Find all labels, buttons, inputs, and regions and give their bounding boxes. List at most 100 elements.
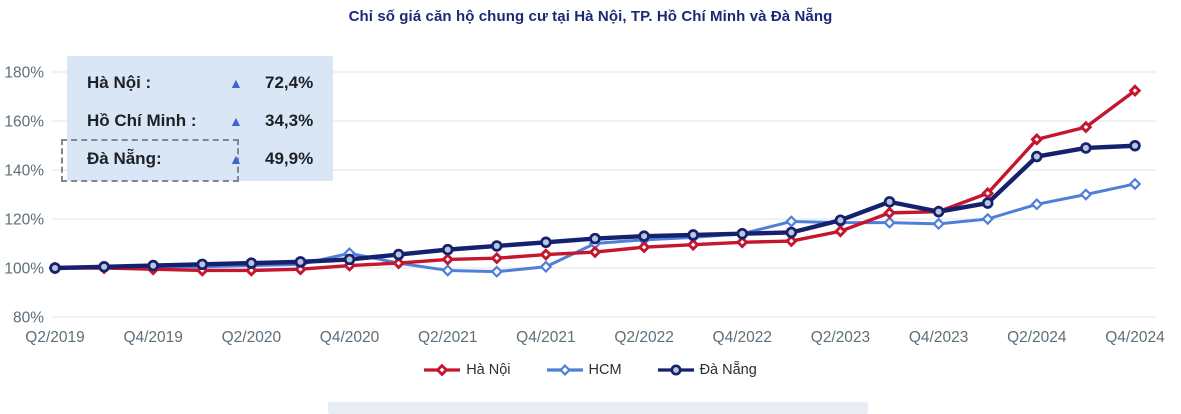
- data-point-marker: [883, 206, 896, 220]
- data-point-marker: [736, 227, 749, 240]
- data-point-marker: [1079, 188, 1093, 201]
- y-tick-label: 140%: [4, 163, 44, 180]
- x-tick-label: Q2/2023: [811, 329, 870, 346]
- data-point-marker: [294, 256, 307, 268]
- data-point-marker: [491, 240, 503, 252]
- stat-row-hanoi: Hà Nội : ▲ 72,4%: [87, 66, 333, 99]
- data-point-marker: [834, 224, 847, 238]
- data-point-marker: [735, 235, 749, 249]
- data-point-marker: [834, 214, 847, 226]
- data-point-marker: [147, 259, 159, 272]
- chart-legend: Hà Nội HCM Đà Nẵng: [0, 362, 1181, 378]
- data-point-marker: [932, 205, 945, 218]
- x-tick-label: Q4/2023: [909, 329, 968, 346]
- y-tick-label: 180%: [4, 65, 44, 82]
- data-point-marker: [784, 234, 798, 248]
- data-point-marker: [1128, 177, 1142, 191]
- data-point-marker: [883, 216, 896, 229]
- x-tick-label: Q4/2020: [320, 329, 380, 346]
- data-point-marker: [1128, 84, 1142, 97]
- stat-value: 72,4%: [265, 72, 314, 92]
- data-point-marker: [1030, 198, 1044, 211]
- stat-value: 34,3%: [265, 110, 314, 130]
- stat-row-danang: Đà Nẵng: ▲ 49,9%: [87, 142, 333, 175]
- data-point-marker: [638, 230, 650, 242]
- data-point-marker: [686, 238, 700, 252]
- stat-label: Hồ Chí Minh :: [87, 110, 197, 130]
- data-point-marker: [435, 363, 449, 377]
- data-point-marker: [539, 260, 553, 274]
- series-hcm: [48, 177, 1142, 278]
- legend-label: Hà Nội: [466, 362, 511, 378]
- legend-item-danang: Đà Nẵng: [657, 362, 757, 378]
- data-point-marker: [1080, 142, 1092, 154]
- data-point-marker: [1030, 133, 1044, 146]
- x-tick-label: Q4/2021: [516, 329, 575, 346]
- x-tick-label: Q2/2019: [25, 329, 84, 346]
- data-point-marker: [245, 264, 258, 277]
- x-tick-label: Q4/2019: [123, 329, 182, 346]
- series-danang: [49, 139, 1141, 274]
- data-point-marker: [589, 232, 601, 245]
- triangle-up-icon: ▲: [229, 74, 243, 91]
- data-point-marker: [441, 253, 455, 266]
- data-point-marker: [49, 262, 61, 274]
- legend-item-hanoi: Hà Nội: [424, 362, 511, 378]
- y-tick-label: 120%: [4, 212, 44, 229]
- data-point-marker: [637, 240, 651, 254]
- page-title: Chỉ số giá căn hộ chung cư tại Hà Nội, T…: [348, 8, 833, 25]
- x-tick-label: Q2/2020: [222, 329, 282, 346]
- data-point-marker: [588, 245, 602, 259]
- stat-label: Đà Nẵng:: [87, 148, 162, 168]
- data-point-marker: [392, 256, 405, 270]
- y-tick-label: 80%: [13, 310, 44, 327]
- data-point-marker: [670, 364, 682, 376]
- data-point-marker: [981, 197, 994, 209]
- bottom-edge-artifact: [328, 402, 868, 414]
- data-point-marker: [558, 364, 571, 376]
- data-point-marker: [441, 264, 454, 277]
- stat-label: Hà Nội :: [87, 72, 152, 92]
- triangle-up-icon: ▲: [229, 150, 243, 167]
- stat-value: 49,9%: [265, 148, 314, 168]
- legend-item-hcm: HCM: [546, 362, 622, 378]
- x-axis: Q2/2019 Q4/2019 Q2/2020 Q4/2020 Q2/2021 Q4/20…: [25, 329, 1165, 346]
- data-point-marker: [441, 243, 454, 256]
- legend-line-marker-icon: [424, 363, 461, 377]
- triangle-up-icon: ▲: [229, 112, 243, 129]
- data-point-marker: [687, 229, 699, 241]
- data-point-marker: [196, 258, 209, 271]
- x-tick-label: Q2/2022: [614, 329, 673, 346]
- data-point-marker: [785, 226, 798, 239]
- x-tick-label: Q2/2024: [1007, 329, 1067, 346]
- data-point-marker: [343, 253, 356, 266]
- data-point-marker: [1129, 139, 1141, 152]
- data-point-marker: [932, 217, 945, 231]
- summary-stat-box: Hà Nội : ▲ 72,4% Hồ Chí Minh : ▲ 34,3% Đ…: [61, 56, 333, 182]
- data-point-marker: [490, 265, 504, 278]
- data-point-marker: [490, 251, 504, 265]
- y-tick-label: 160%: [4, 114, 44, 131]
- data-point-marker: [98, 261, 110, 273]
- data-point-marker: [981, 212, 994, 226]
- x-tick-label: Q4/2024: [1105, 329, 1165, 346]
- data-point-marker: [1079, 120, 1093, 134]
- stat-row-hochiminh: Hồ Chí Minh : ▲ 34,3%: [87, 104, 333, 137]
- legend-line-marker-icon: [546, 364, 583, 376]
- data-point-marker: [981, 186, 995, 200]
- legend-label: Đà Nẵng: [699, 362, 757, 378]
- y-tick-label: 100%: [4, 261, 44, 278]
- data-point-marker: [245, 257, 258, 269]
- x-tick-label: Q4/2022: [713, 329, 772, 346]
- legend-line-marker-icon: [657, 364, 694, 376]
- x-tick-label: Q2/2021: [418, 329, 477, 346]
- legend-label: HCM: [588, 362, 622, 378]
- data-point-marker: [1031, 150, 1043, 163]
- data-point-marker: [883, 196, 896, 208]
- data-point-marker: [540, 236, 552, 249]
- data-point-marker: [539, 248, 553, 261]
- data-point-marker: [392, 248, 405, 261]
- data-point-marker: [785, 215, 798, 228]
